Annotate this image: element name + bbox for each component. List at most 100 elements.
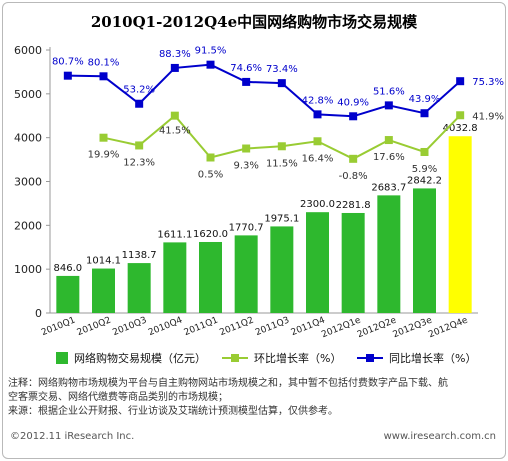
qoq-marker — [277, 142, 286, 151]
x-tick-label: 2011Q3 — [254, 316, 291, 339]
qoq-value-label: 41.9% — [472, 111, 504, 122]
qoq-line — [103, 114, 461, 160]
qoq-value-label: 0.5% — [198, 169, 223, 180]
yoy-marker — [349, 112, 358, 121]
yoy-value-label: 74.6% — [230, 63, 262, 74]
bar-2010Q2 — [92, 268, 115, 313]
x-tick-label: 2011Q2 — [218, 316, 255, 339]
bar-value-label: 1138.7 — [122, 250, 157, 261]
yoy-value-label: 91.5% — [195, 46, 227, 57]
qoq-marker — [206, 153, 215, 162]
yoy-marker — [277, 79, 286, 88]
yoy-marker — [384, 101, 393, 110]
x-tick-label: 2010Q4 — [147, 315, 184, 338]
yoy-value-label: 80.1% — [88, 57, 120, 68]
x-tick-label: 2010Q2 — [76, 316, 113, 339]
y-tick-label: 4000 — [14, 132, 42, 145]
bar-value-label: 1014.1 — [86, 256, 121, 267]
bar-2012Q3e — [413, 188, 436, 313]
yoy-marker — [206, 60, 215, 69]
bar-2011Q1 — [199, 241, 222, 313]
x-tick-label: 2012Q4e — [427, 315, 469, 340]
legend-yoy-label: 同比增长率（%） — [389, 351, 476, 365]
yoy-marker — [135, 99, 144, 108]
yoy-marker — [63, 71, 72, 80]
bar-2012Q4e — [448, 136, 472, 313]
y-tick-label: 5000 — [14, 88, 42, 101]
qoq-value-label: 16.4% — [302, 153, 334, 164]
bar-2010Q1 — [56, 275, 80, 313]
qoq-value-label: 5.9% — [412, 164, 437, 175]
note-line-2: 空客票交易、网络代缴费等商品类别的市场规模； — [8, 392, 228, 403]
bar-value-label: 1620.0 — [193, 229, 228, 240]
yoy-value-label: 42.8% — [302, 95, 334, 106]
yoy-value-label: 43.9% — [409, 94, 441, 105]
yoy-value-label: 80.7% — [52, 57, 84, 68]
yoy-value-label: 75.3% — [472, 77, 504, 88]
yoy-value-label: 40.9% — [337, 97, 369, 108]
bar-2011Q3 — [270, 226, 294, 313]
bar-2012Q2e — [377, 195, 401, 313]
qoq-value-label: 12.3% — [123, 157, 155, 168]
x-tick-label: 2012Q3e — [392, 315, 434, 340]
legend-qoq-label: 环比增长率（%） — [254, 351, 341, 365]
bar-value-label: 2281.8 — [336, 200, 371, 211]
chart-canvas: 2010Q1-2012Q4e中国网络购物市场交易规模 0 1000 2000 3000 4… — [14, 13, 504, 365]
yoy-value-label: 53.2% — [123, 85, 155, 96]
yoy-marker — [242, 77, 251, 86]
qoq-marker — [420, 147, 429, 156]
qoq-marker — [313, 137, 322, 146]
bar-2012Q1e — [341, 212, 365, 313]
y-tick-label: 1000 — [14, 263, 42, 276]
x-tick-label: 2010Q1 — [40, 316, 77, 339]
qoq-value-label: 9.3% — [233, 161, 258, 172]
yoy-marker — [313, 110, 322, 119]
y-tick-label: 6000 — [14, 44, 42, 57]
qoq-marker — [242, 144, 251, 153]
bar-value-label: 1975.1 — [264, 213, 299, 224]
yoy-value-label: 51.6% — [373, 86, 405, 97]
qoq-value-label: -0.8% — [339, 171, 368, 182]
qoq-marker — [456, 111, 465, 120]
yoy-line — [67, 63, 461, 118]
x-tick-label: 2012Q1e — [320, 315, 362, 340]
yoy-marker — [170, 63, 179, 72]
yoy-value-label: 88.3% — [159, 49, 191, 60]
qoq-value-label: 19.9% — [88, 150, 120, 161]
y-tick-label: 2000 — [14, 219, 42, 232]
bar-value-label: 2683.7 — [371, 182, 406, 193]
legend-qoq-marker — [231, 354, 239, 362]
x-tick-label: 2011Q1 — [183, 316, 220, 339]
qoq-marker — [349, 154, 358, 163]
x-tick-label: 2010Q3 — [111, 316, 148, 339]
yoy-marker — [420, 109, 429, 118]
y-tick-label: 3000 — [14, 176, 42, 189]
qoq-marker — [99, 133, 108, 142]
yoy-value-label: 73.4% — [266, 64, 298, 75]
bar-value-label: 1770.7 — [229, 222, 264, 233]
qoq-marker — [170, 111, 179, 120]
qoq-value-label: 11.5% — [266, 158, 298, 169]
yoy-marker — [456, 77, 465, 86]
y-tick-label: 0 — [35, 307, 42, 320]
bar-value-label: 2842.2 — [407, 175, 442, 186]
bar-value-label: 4032.8 — [443, 123, 478, 134]
bar-2011Q4 — [306, 212, 329, 313]
chart-title: 2010Q1-2012Q4e中国网络购物市场交易规模 — [91, 13, 418, 31]
bar-value-label: 846.0 — [54, 263, 83, 274]
legend-yoy-marker — [366, 354, 374, 362]
qoq-value-label: 41.5% — [159, 126, 191, 137]
copyright-text: ©2012.11 iResearch Inc. — [10, 431, 135, 442]
website-text: www.iresearch.com.cn — [383, 431, 496, 442]
legend-bars-label: 网络购物交易规模（亿元） — [74, 351, 206, 365]
note-line-1: 注释：网络购物市场规模为平台与自主购物网站市场规模之和，其中暂不包括付费数字产品… — [8, 378, 448, 389]
bar-2010Q3 — [127, 263, 151, 313]
bar-value-label: 2300.0 — [300, 199, 335, 210]
x-tick-label: 2012Q2e — [356, 315, 398, 340]
yoy-marker — [99, 72, 108, 81]
bar-2011Q2 — [234, 235, 258, 313]
source-line: 来源：根据企业公开财报、行业访谈及艾瑞统计预测模型估算，仅供参考。 — [8, 406, 338, 417]
qoq-marker — [135, 141, 144, 150]
